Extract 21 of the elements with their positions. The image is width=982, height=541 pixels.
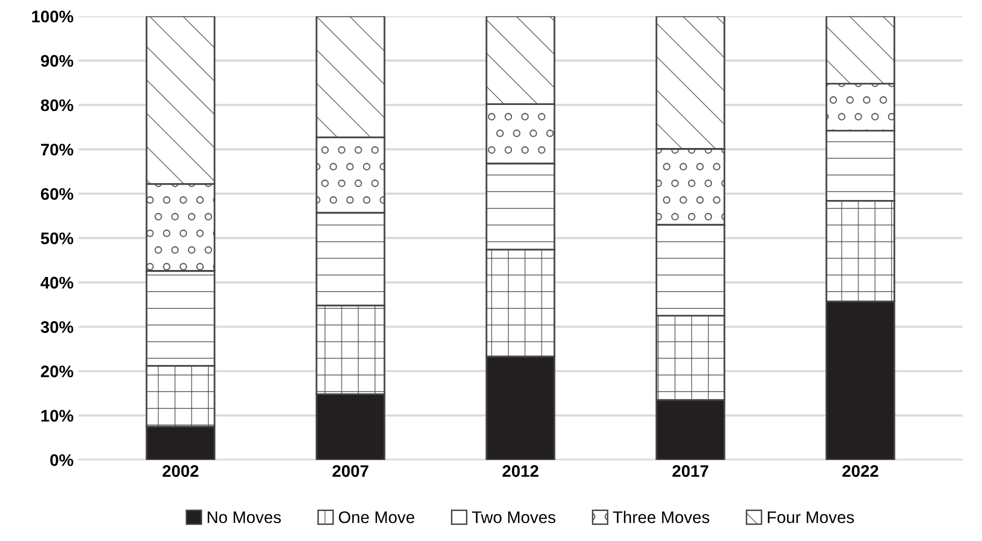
y-tick-label: 90% bbox=[40, 54, 74, 67]
y-tick-label: 70% bbox=[41, 144, 74, 156]
y-tick-label: 100% bbox=[32, 10, 74, 22]
legend-label: No Moves bbox=[208, 512, 281, 524]
legend-label: Two Moves bbox=[472, 512, 556, 524]
y-tick-label: 60% bbox=[40, 188, 74, 200]
x-tick-label: 2022 bbox=[842, 465, 878, 477]
legend-label: Four Moves bbox=[768, 512, 854, 524]
legend-label: Three Moves bbox=[612, 510, 710, 524]
y-tick-label: 80% bbox=[40, 99, 74, 112]
y-tick-label: 10% bbox=[41, 410, 74, 422]
y-tick-label: 0% bbox=[50, 454, 74, 466]
y-tick-label: 50% bbox=[40, 232, 74, 244]
legend-label: One Move bbox=[338, 511, 414, 524]
x-tick-label: 2012 bbox=[502, 465, 538, 477]
y-tick-label: 20% bbox=[40, 366, 74, 378]
x-tick-label: 2007 bbox=[332, 465, 368, 477]
y-tick-label: 30% bbox=[40, 321, 74, 333]
x-tick-label: 2002 bbox=[162, 465, 198, 477]
y-tick-label: 40% bbox=[40, 276, 74, 289]
x-tick-label: 2017 bbox=[672, 465, 708, 477]
